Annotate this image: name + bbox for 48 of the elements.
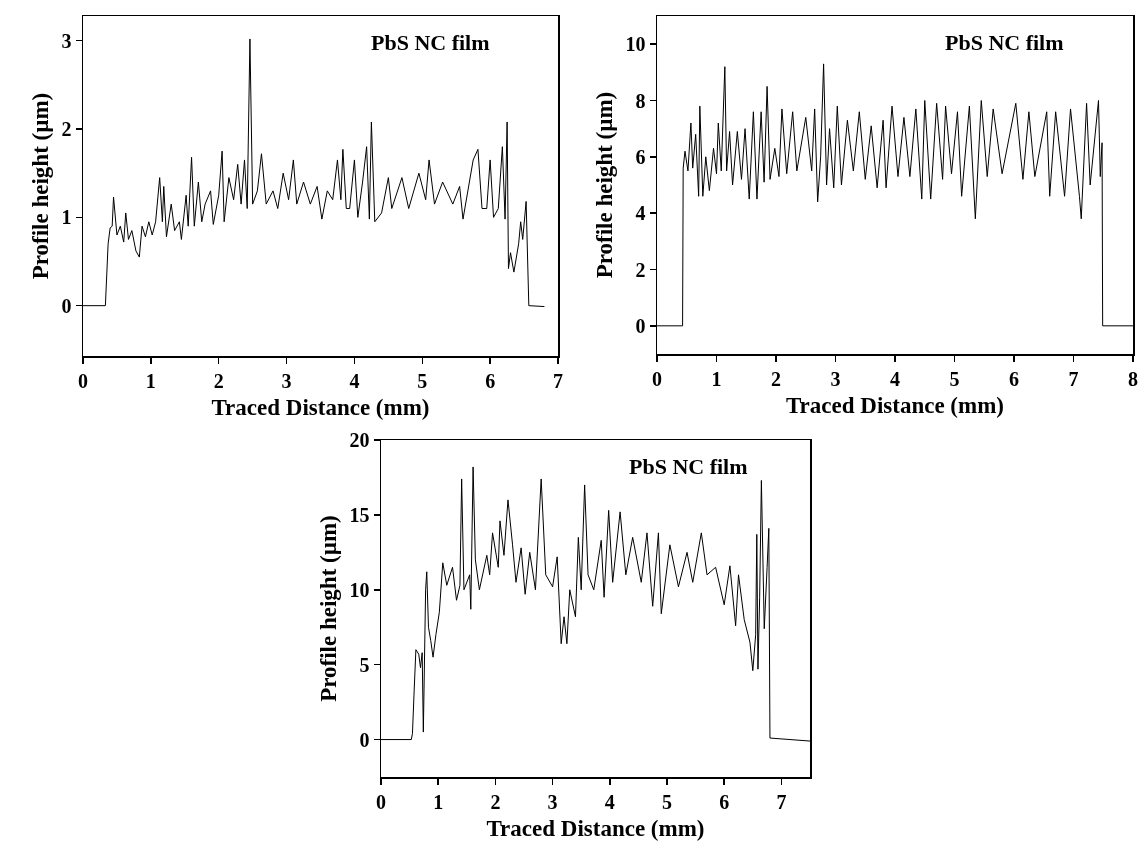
y-axis-title: Profile height (µm) [28, 92, 54, 280]
x-tick-label: 1 [711, 367, 722, 390]
y-tick-label: 0 [635, 314, 646, 337]
x-tick-label: 6 [485, 369, 496, 392]
y-tick-label: 20 [349, 429, 370, 451]
y-tick-label: 2 [635, 258, 646, 281]
annotation: PbS NC film [945, 30, 1064, 55]
x-tick-label: 2 [213, 369, 224, 392]
x-axis-title: Traced Distance (mm) [211, 394, 430, 420]
x-tick-label: 3 [547, 790, 558, 813]
x-tick-label: 0 [652, 367, 662, 390]
x-axis-title: Traced Distance (mm) [785, 392, 1005, 418]
x-tick-label: 2 [490, 790, 501, 813]
y-tick-label: 10 [349, 578, 370, 601]
y-axis-title: Profile height (µm) [592, 91, 618, 279]
x-tick-label: 5 [949, 367, 960, 390]
x-tick-label: 4 [604, 790, 615, 813]
y-tick-label: 8 [635, 89, 646, 112]
x-tick-label: 7 [776, 790, 787, 813]
x-tick-label: 0 [78, 369, 88, 392]
y-tick-label: 6 [635, 145, 646, 168]
y-tick-label: 4 [635, 202, 646, 225]
annotation: PbS NC film [629, 454, 748, 479]
x-tick-label: 7 [1068, 367, 1079, 390]
y-tick-label: 3 [61, 29, 72, 52]
y-tick-label: 1 [61, 206, 72, 229]
x-tick-label: 0 [376, 790, 386, 813]
x-tick-label: 4 [890, 367, 900, 390]
y-tick-label: 15 [349, 503, 370, 526]
x-tick-label: 7 [553, 369, 563, 392]
x-tick-label: 3 [830, 367, 841, 390]
y-tick-label: 2 [61, 118, 72, 141]
x-tick-label: 1 [433, 790, 444, 813]
x-tick-label: 2 [771, 367, 781, 390]
x-tick-label: 6 [719, 790, 730, 813]
x-tick-label: 8 [1128, 367, 1138, 390]
x-tick-label: 5 [417, 369, 428, 392]
y-tick-label: 10 [625, 33, 646, 56]
x-tick-label: 5 [662, 790, 672, 813]
y-tick-label: 5 [359, 653, 370, 676]
y-axis-title: Profile height (µm) [316, 515, 342, 702]
y-tick-label: 0 [359, 728, 370, 751]
y-tick-label: 0 [61, 294, 72, 317]
x-axis-title: Traced Distance (mm) [486, 815, 705, 841]
annotation: PbS NC film [371, 30, 490, 55]
x-tick-label: 6 [1009, 367, 1019, 390]
x-tick-label: 3 [281, 369, 292, 392]
x-tick-label: 1 [145, 369, 156, 392]
